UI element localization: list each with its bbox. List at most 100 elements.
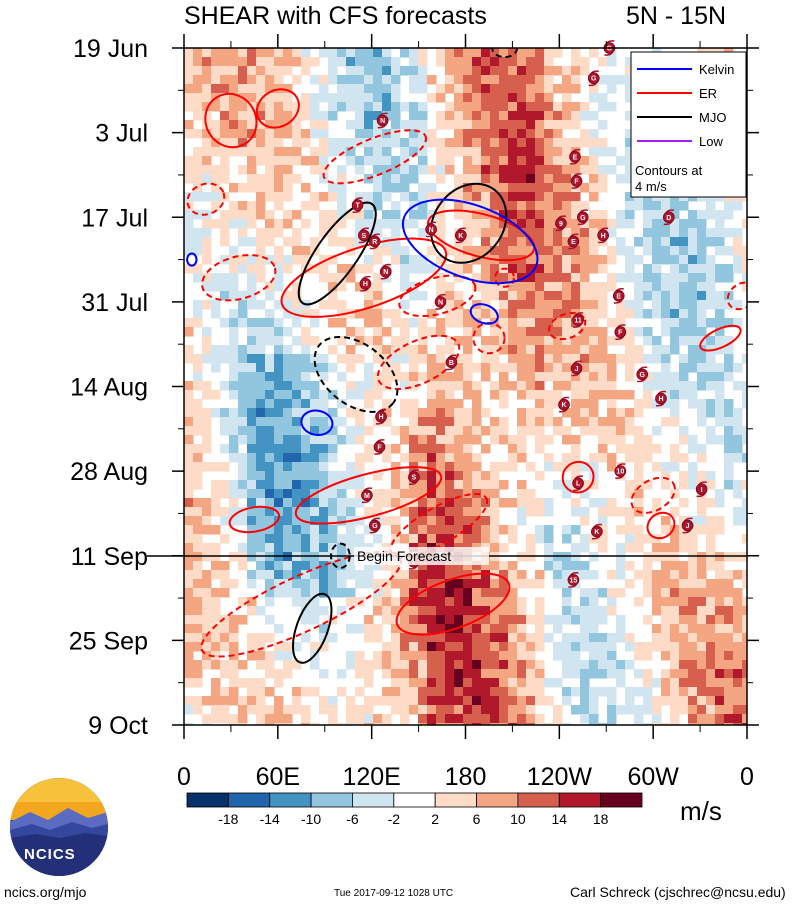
shear-cell: [697, 417, 707, 427]
shear-cell: [256, 435, 266, 445]
shear-cell: [742, 705, 747, 715]
shear-cell: [391, 129, 401, 139]
shear-cell: [220, 165, 230, 175]
shear-cell: [220, 696, 230, 706]
shear-cell: [463, 687, 473, 697]
shear-cell: [256, 372, 266, 382]
shear-cell: [283, 561, 293, 571]
shear-cell: [328, 390, 338, 400]
shear-cell: [490, 660, 500, 670]
shear-cell: [409, 408, 419, 418]
shear-cell: [301, 246, 311, 256]
shear-cell: [328, 291, 338, 301]
shear-cell: [598, 345, 608, 355]
shear-cell: [508, 264, 518, 274]
shear-cell: [526, 210, 536, 220]
shear-cell: [733, 264, 743, 274]
shear-cell: [274, 480, 284, 490]
shear-cell: [427, 453, 437, 463]
shear-cell: [382, 372, 392, 382]
shear-cell: [265, 165, 275, 175]
shear-cell: [202, 624, 212, 634]
shear-cell: [283, 192, 293, 202]
shear-cell: [184, 327, 194, 337]
shear-cell: [499, 273, 509, 283]
shear-cell: [211, 165, 221, 175]
shear-cell: [247, 462, 257, 472]
shear-cell: [562, 426, 572, 436]
shear-cell: [643, 309, 653, 319]
shear-cell: [346, 327, 356, 337]
shear-cell: [679, 255, 689, 265]
shear-cell: [238, 480, 248, 490]
shear-cell: [274, 147, 284, 157]
shear-cell: [517, 192, 527, 202]
shear-cell: [400, 246, 410, 256]
shear-cell: [229, 516, 239, 526]
y-tick-label: 19 Jun: [73, 35, 148, 63]
shear-cell: [643, 354, 653, 364]
shear-cell: [265, 615, 275, 625]
shear-cell: [418, 705, 428, 715]
shear-cell: [715, 597, 725, 607]
shear-cell: [382, 651, 392, 661]
shear-cell: [517, 489, 527, 499]
shear-cell: [193, 597, 203, 607]
shear-cell: [274, 525, 284, 535]
shear-cell: [427, 597, 437, 607]
storm-label: K: [561, 402, 566, 409]
shear-cell: [526, 120, 536, 130]
shear-cell: [679, 453, 689, 463]
shear-cell: [256, 678, 266, 688]
shear-cell: [607, 372, 617, 382]
shear-cell: [490, 480, 500, 490]
shear-cell: [499, 48, 509, 58]
shear-cell: [274, 651, 284, 661]
shear-cell: [562, 615, 572, 625]
shear-cell: [400, 48, 410, 58]
shear-cell: [481, 696, 491, 706]
shear-cell: [427, 696, 437, 706]
shear-cell: [481, 588, 491, 598]
shear-cell: [373, 345, 383, 355]
shear-cell: [265, 480, 275, 490]
shear-cell: [184, 561, 194, 571]
shear-cell: [220, 273, 230, 283]
shear-cell: [607, 408, 617, 418]
shear-cell: [544, 534, 554, 544]
shear-cell: [238, 705, 248, 715]
shear-cell: [238, 381, 248, 391]
shear-cell: [643, 228, 653, 238]
shear-cell: [364, 102, 374, 112]
shear-cell: [319, 570, 329, 580]
shear-cell: [598, 165, 608, 175]
shear-cell: [445, 444, 455, 454]
shear-cell: [499, 426, 509, 436]
shear-cell: [688, 381, 698, 391]
shear-cell: [589, 606, 599, 616]
shear-cell: [436, 192, 446, 202]
shear-cell: [472, 624, 482, 634]
shear-cell: [472, 138, 482, 148]
shear-cell: [472, 282, 482, 292]
shear-cell: [202, 579, 212, 589]
shear-cell: [292, 156, 302, 166]
shear-cell: [418, 66, 428, 76]
storm-dot: [379, 265, 392, 278]
shear-cell: [238, 66, 248, 76]
shear-cell: [319, 111, 329, 121]
shear-cell: [256, 156, 266, 166]
shear-cell: [598, 633, 608, 643]
shear-cell: [526, 147, 536, 157]
shear-cell: [607, 696, 617, 706]
shear-cell: [697, 327, 707, 337]
shear-cell: [589, 210, 599, 220]
shear-cell: [202, 597, 212, 607]
shear-cell: [400, 183, 410, 193]
website-link[interactable]: ncics.org/mjo: [4, 884, 87, 900]
shear-cell: [625, 516, 635, 526]
shear-cell: [544, 147, 554, 157]
shear-cell: [211, 84, 221, 94]
shear-cell: [481, 309, 491, 319]
shear-cell: [202, 498, 212, 508]
